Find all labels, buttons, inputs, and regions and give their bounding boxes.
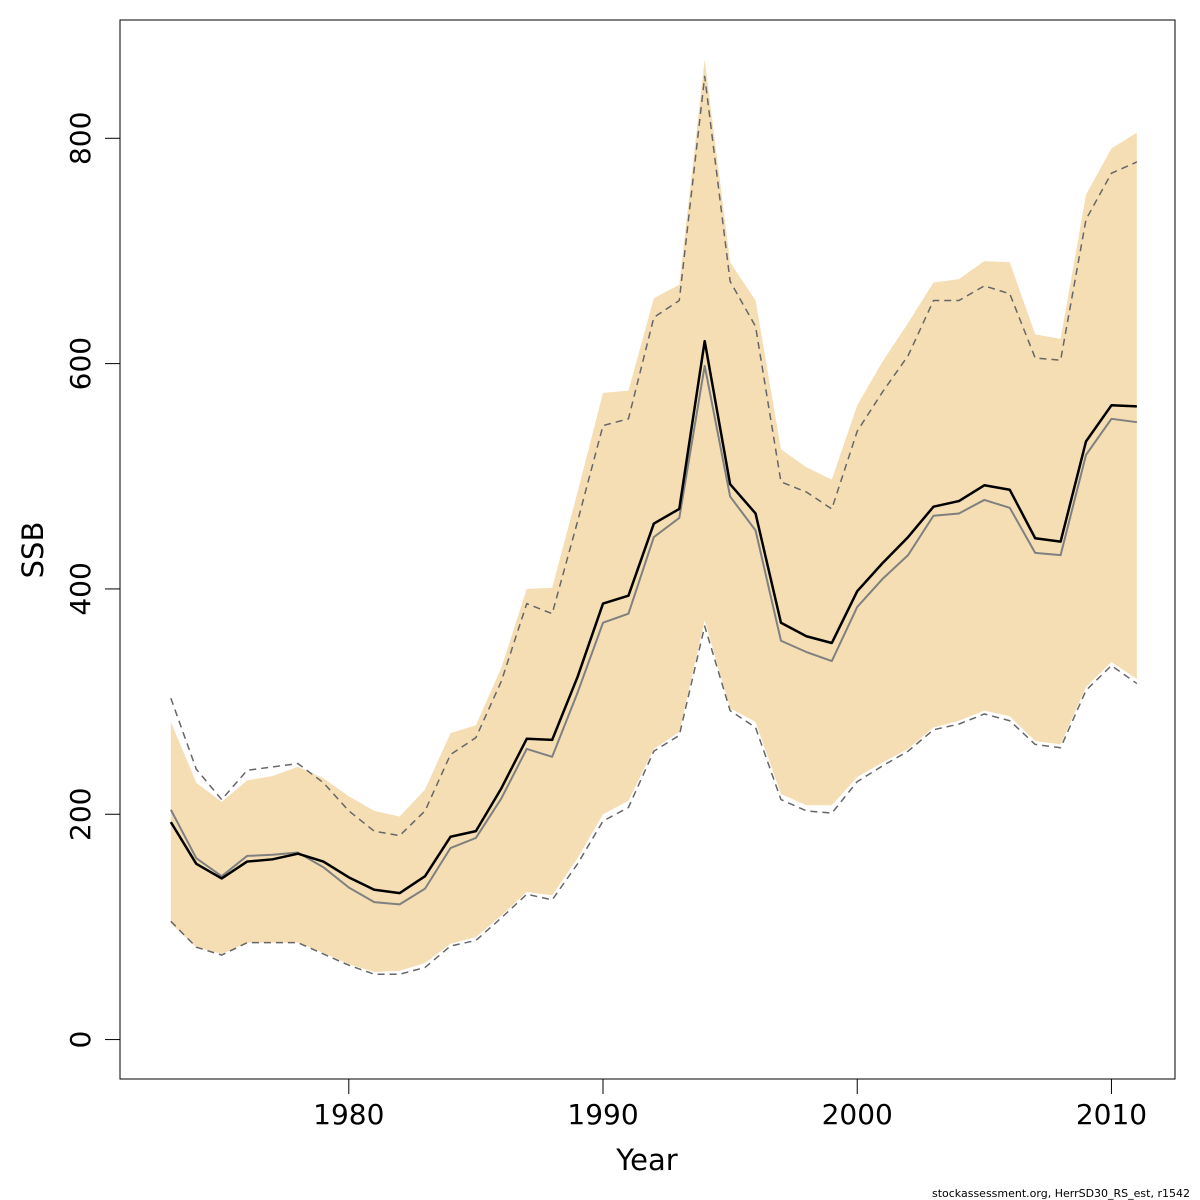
x-tick-label: 2010 (1076, 1098, 1147, 1131)
y-tick-label: 600 (64, 337, 97, 390)
y-axis: 0 200 400 600 800 (64, 112, 121, 1049)
x-axis: 1980 1990 2000 2010 (313, 1078, 1147, 1131)
x-axis-title: Year (615, 1143, 677, 1177)
confidence-band-layer (170, 59, 1137, 972)
x-tick-label: 1980 (313, 1098, 384, 1131)
previous-estimate-line (169, 364, 1137, 906)
y-tick-label: 800 (64, 112, 97, 165)
x-tick-label: 1990 (567, 1098, 638, 1131)
estimate-line (169, 339, 1137, 895)
y-tick-label: 400 (64, 562, 97, 615)
y-tick-label: 0 (64, 1031, 97, 1049)
credit-text: stockassessment.org, HerrSD30_RS_est, r1… (932, 1187, 1190, 1200)
y-tick-label: 200 (64, 788, 97, 841)
series-lines-layer (169, 75, 1138, 975)
x-tick-label: 2000 (822, 1098, 893, 1131)
y-axis-title: SSB (16, 522, 50, 579)
confidence-band (170, 59, 1137, 972)
previous-lower-ci-line (170, 625, 1138, 975)
